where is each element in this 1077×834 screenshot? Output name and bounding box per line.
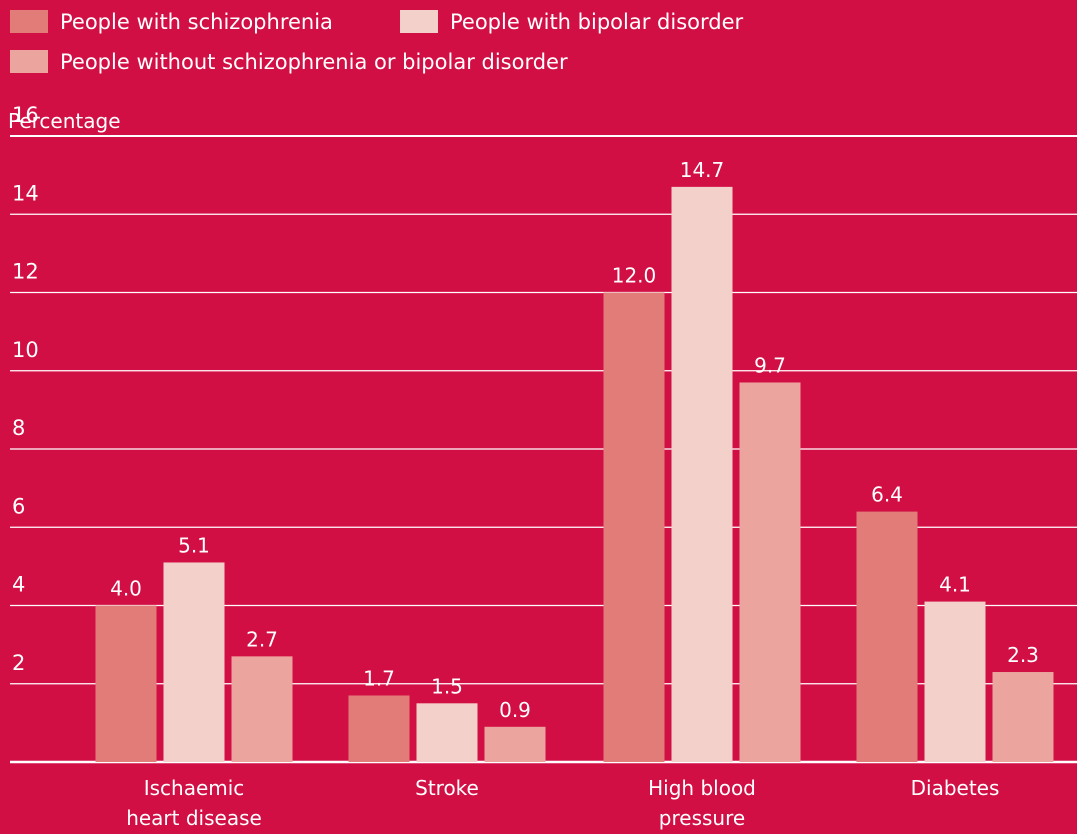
- legend-swatch: [10, 10, 48, 33]
- y-tick-label: 12: [12, 260, 39, 284]
- x-category-label: heart disease: [126, 806, 262, 830]
- bar: [95, 605, 157, 762]
- x-category-label: Ischaemic: [144, 776, 245, 800]
- legend-swatch: [10, 50, 48, 73]
- bar: [163, 562, 225, 762]
- bar-value-label: 9.7: [754, 353, 786, 377]
- bar-value-label: 12.0: [612, 264, 657, 288]
- bar: [856, 511, 918, 762]
- y-tick-label: 4: [12, 573, 25, 597]
- y-axis-title: Percentage: [8, 109, 121, 133]
- bar-value-label: 0.9: [499, 698, 531, 722]
- y-tick-label: 2: [12, 651, 25, 675]
- bar-value-label: 14.7: [680, 158, 725, 182]
- bar-value-label: 4.0: [110, 577, 142, 601]
- x-category-label: pressure: [659, 806, 745, 830]
- bar-value-label: 2.7: [246, 627, 278, 651]
- bars: [95, 186, 1054, 763]
- legend-label: People without schizophrenia or bipolar …: [60, 50, 568, 74]
- legend-swatch: [400, 10, 438, 33]
- bar: [739, 382, 801, 762]
- x-category-label: High blood: [648, 776, 756, 800]
- y-tick-label: 10: [12, 338, 39, 362]
- bar-value-label: 2.3: [1007, 643, 1039, 667]
- legend-label: People with bipolar disorder: [450, 10, 743, 34]
- bar: [231, 656, 293, 762]
- bar: [416, 703, 478, 762]
- bar: [348, 695, 410, 762]
- bar-value-label: 5.1: [178, 533, 210, 557]
- bar-value-label: 4.1: [939, 573, 971, 597]
- x-axis-labels: Ischaemic heart disease Stroke High blood pr…: [126, 776, 999, 830]
- y-tick-label: 6: [12, 494, 25, 518]
- legend-label: People with schizophrenia: [60, 10, 333, 34]
- bar: [603, 292, 665, 762]
- y-axis-ticks: 2 4 6 8 10 12 14 16: [12, 103, 39, 675]
- y-tick-label: 16: [12, 103, 39, 127]
- y-tick-label: 8: [12, 416, 25, 440]
- value-labels: 4.0 1.7 12.0 6.4 5.1 1.5 14.7 4.1 2.7 0.9 9.7 2.3: [110, 158, 1039, 722]
- bar-value-label: 6.4: [871, 483, 903, 507]
- x-category-label: Diabetes: [911, 776, 1000, 800]
- x-category-label: Stroke: [415, 776, 479, 800]
- legend: People with schizophrenia People with bip…: [10, 10, 743, 74]
- bar-value-label: 1.7: [363, 666, 395, 690]
- bar: [992, 672, 1054, 762]
- y-tick-label: 14: [12, 181, 39, 205]
- bar: [671, 186, 733, 763]
- bar: [924, 601, 986, 762]
- bar-value-label: 1.5: [431, 674, 463, 698]
- bar: [484, 726, 546, 762]
